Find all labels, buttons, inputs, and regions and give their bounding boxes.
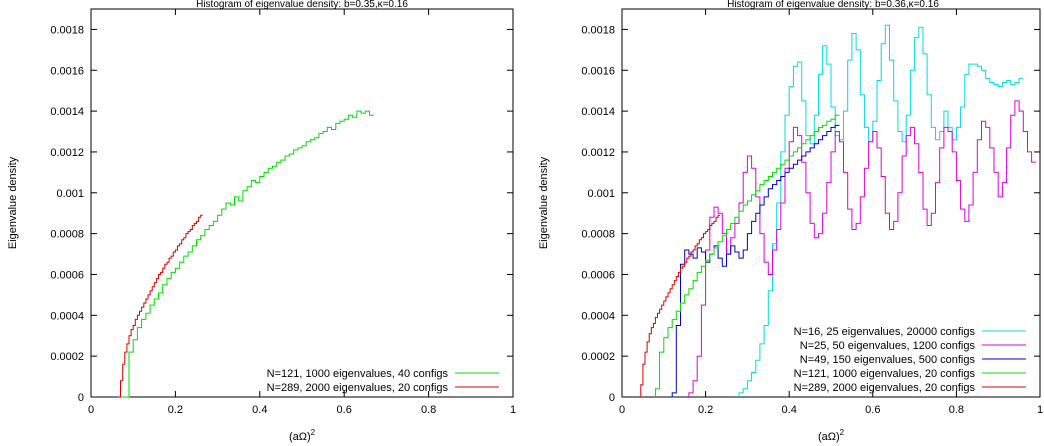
y-tick-label: 0.0008 [581,229,615,241]
y-tick-label: 0 [609,392,615,404]
legend-entry-label: N=121, 1000 eigenvalues, 40 configs [267,368,449,380]
x-tick-label: 0.6 [337,404,352,416]
y-tick-label: 0.0014 [581,106,615,118]
x-tick-label: 0.2 [698,404,713,416]
y-axis-label: Eigenvalue density [7,156,19,249]
y-tick-label: 0.0006 [581,269,615,281]
x-tick-label: 1 [510,404,516,416]
y-tick-label: 0.0004 [581,310,615,322]
series-line-1 [738,24,1024,397]
y-tick-label: 0.0018 [581,24,615,36]
y-tick-label: 0.001 [587,188,615,200]
series-line-3 [671,124,840,397]
x-tick-label: 0.8 [421,404,436,416]
series-line-2 [688,100,1036,397]
y-tick-label: 0 [78,392,84,404]
y-tick-label: 0.0016 [581,65,615,77]
plot-frame [621,8,1041,398]
y-tick-label: 0.0014 [50,106,84,118]
legend-entry-label: N=289, 2000 eigenvalues, 20 configs [794,382,976,394]
series-line-2 [118,214,203,398]
legend-entry-label: N=49, 150 eigenvalues, 500 configs [800,354,976,366]
y-tick-label: 0.0008 [50,229,84,241]
legend-entry-label: N=16, 25 eigenvalues, 20000 configs [794,326,976,338]
x-tick-label: 0.4 [252,404,267,416]
legend-entry-label: N=25, 50 eigenvalues, 1200 configs [800,340,976,352]
plot-frame [90,8,514,398]
y-tick-label: 0.0002 [50,351,84,363]
x-tick-label: 1 [1037,404,1043,416]
chart-title: Histogram of eigenvalue density: b=0.36,… [727,0,939,10]
chart-panel-1: Histogram of eigenvalue density: b=0.35,… [7,0,516,443]
x-tick-label: 0.4 [782,404,797,416]
chart-title: Histogram of eigenvalue density: b=0.35,… [196,0,408,10]
y-tick-label: 0.0002 [581,351,615,363]
y-tick-label: 0.0018 [50,24,84,36]
x-tick-label: 0.8 [949,404,964,416]
chart-panel-2: Histogram of eigenvalue density: b=0.36,… [538,0,1043,443]
x-axis-label: (aΩ)2 [289,428,316,443]
x-tick-label: 0 [619,404,625,416]
x-axis-label: (aΩ)2 [818,428,845,443]
y-tick-label: 0.001 [56,188,84,200]
series-line-1 [120,110,374,398]
y-tick-label: 0.0012 [50,147,84,159]
y-tick-label: 0.0016 [50,65,84,77]
y-tick-label: 0.0006 [50,269,84,281]
series-line-4 [654,114,840,397]
legend-entry-label: N=289, 2000 eigenvalues, 20 configs [267,382,449,394]
x-tick-label: 0.6 [865,404,880,416]
x-tick-label: 0.2 [168,404,183,416]
series-line-5 [640,214,721,397]
y-axis-label: Eigenvalue density [538,156,550,249]
y-tick-label: 0.0004 [50,310,84,322]
legend-entry-label: N=121, 1000 eigenvalues, 20 configs [794,368,976,380]
x-tick-label: 0 [88,404,94,416]
y-tick-label: 0.0012 [581,147,615,159]
